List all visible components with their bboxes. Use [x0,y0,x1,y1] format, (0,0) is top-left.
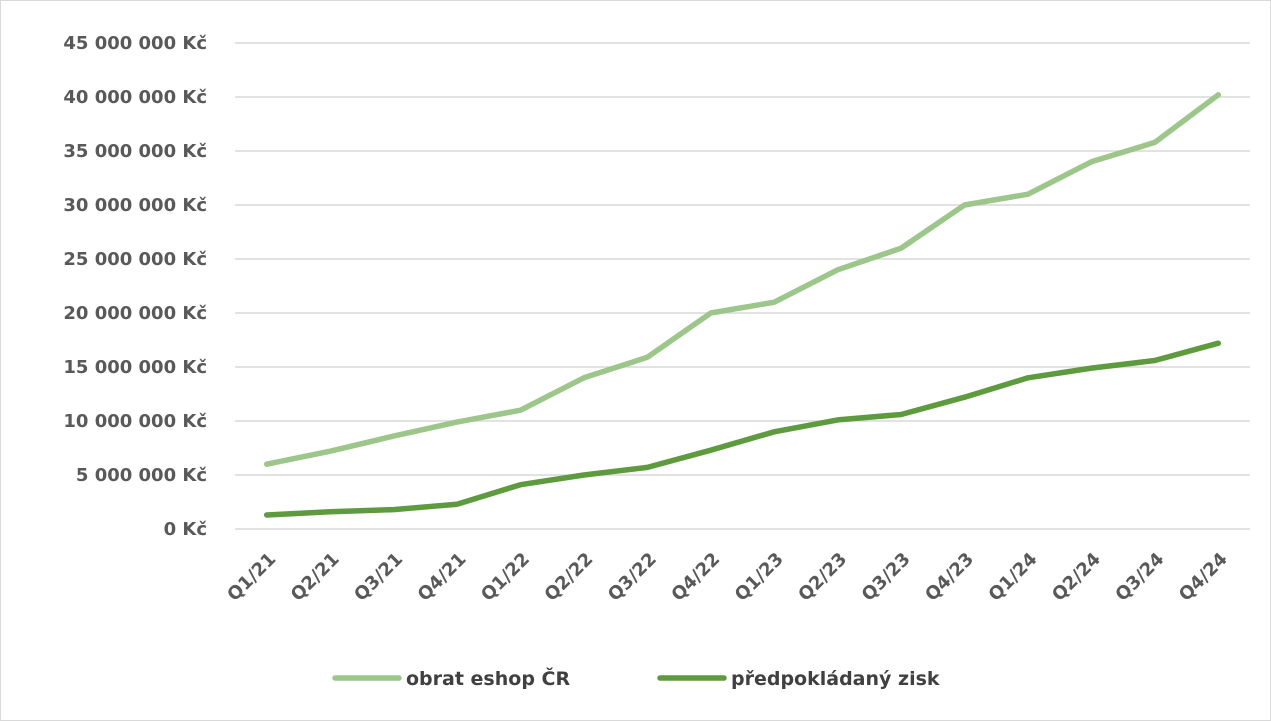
x-tick-label: Q3/22 [604,549,661,606]
x-tick-label: Q1/21 [223,549,280,606]
y-tick-label: 40 000 000 Kč [63,87,207,108]
y-tick-label: 30 000 000 Kč [63,195,207,216]
y-tick-label: 20 000 000 Kč [63,303,207,324]
x-tick-label: Q4/22 [667,549,724,606]
x-tick-label: Q2/22 [541,549,598,606]
x-axis-ticks: Q1/21 Q2/21 Q3/21 Q4/21 Q1/22 Q2/22 Q3/22 Q4/22… [223,549,1231,606]
legend-label: předpokládaný zisk [731,668,940,690]
series-line-2 [263,340,1222,518]
legend-label: obrat eshop ČR [406,666,570,690]
x-tick-label: Q3/24 [1111,549,1168,606]
y-tick-label: 35 000 000 Kč [63,141,207,162]
x-tick-label: Q1/24 [985,549,1042,606]
y-tick-label: 5 000 000 Kč [76,465,207,486]
x-tick-label: Q2/24 [1048,549,1105,606]
y-tick-label: 0 Kč [164,519,207,540]
y-tick-label: 10 000 000 Kč [63,411,207,432]
y-tick-label: 25 000 000 Kč [63,249,207,270]
x-tick-label: Q3/23 [858,549,915,606]
x-tick-label: Q2/23 [794,549,851,606]
series-lines [263,92,1222,518]
y-tick-label: 15 000 000 Kč [63,357,207,378]
gridlines [235,42,1250,530]
x-tick-label: Q3/21 [350,549,407,606]
y-axis-ticks: 0 Kč 5 000 000 Kč 10 000 000 Kč 15 000 000 … [63,33,207,540]
x-tick-label: Q1/22 [477,549,534,606]
x-tick-label: Q4/23 [921,549,978,606]
y-tick-label: 45 000 000 Kč [63,33,207,54]
x-tick-label: Q2/21 [287,549,344,606]
series-line-1 [263,92,1222,467]
x-tick-label: Q4/24 [1175,549,1232,606]
x-tick-label: Q4/21 [414,549,471,606]
legend: obrat eshop ČR předpokládaný zisk [332,666,940,690]
x-tick-label: Q1/23 [731,549,788,606]
